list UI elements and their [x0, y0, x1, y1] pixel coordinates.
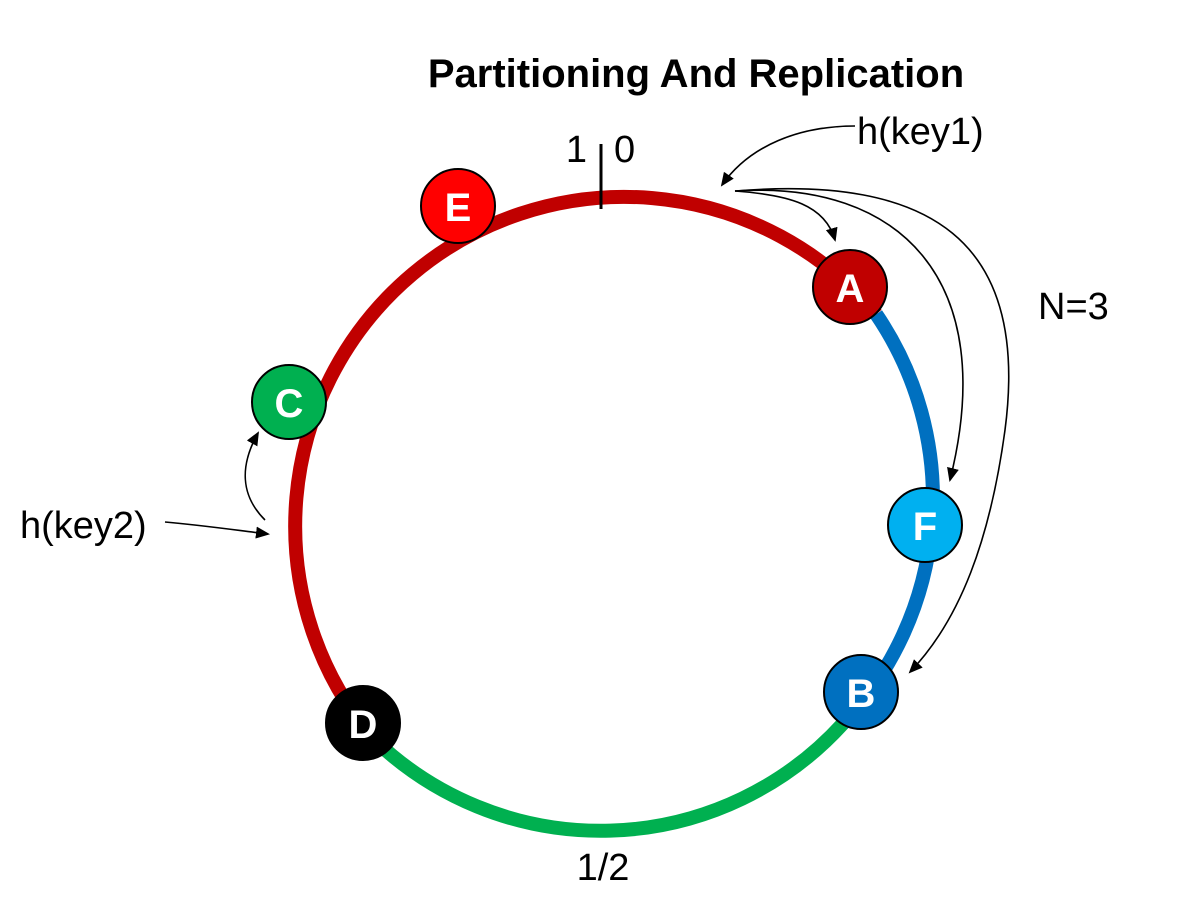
node-e: E: [420, 168, 496, 244]
label-replication-factor: N=3: [1038, 286, 1109, 328]
arrow-key1-to-node-f: [734, 189, 964, 482]
node-a: A: [812, 249, 888, 325]
node-b-label: B: [847, 672, 876, 716]
arrow-key1-to-node-b: [734, 187, 1010, 674]
arrow-key2-to-node-c: [244, 431, 266, 521]
node-d: D: [325, 685, 401, 761]
arrow-key1-to-node-a: [734, 190, 838, 242]
arrow-key1-to-ring: [720, 125, 856, 187]
node-f: F: [887, 487, 963, 563]
node-e-label: E: [445, 186, 472, 230]
label-zero: 0: [614, 129, 635, 171]
node-f-label: F: [913, 505, 937, 549]
node-d-label: D: [349, 703, 378, 747]
node-c: C: [251, 364, 327, 440]
diagram-title: Partitioning And Replication: [428, 52, 964, 96]
arrow-key2-to-ring: [164, 521, 270, 539]
node-b: B: [823, 654, 899, 730]
ring-arc-green: [367, 719, 848, 838]
label-hash-key2: h(key2): [20, 505, 147, 547]
label-hash-key1: h(key1): [857, 111, 984, 153]
label-half: 1/2: [577, 847, 630, 889]
ring-nodes: A F B D C E: [251, 168, 963, 761]
label-one: 1: [566, 129, 587, 171]
node-c-label: C: [275, 382, 304, 426]
node-a-label: A: [836, 267, 865, 311]
arrows: [164, 125, 1010, 674]
ring-arc-red: [288, 189, 882, 743]
